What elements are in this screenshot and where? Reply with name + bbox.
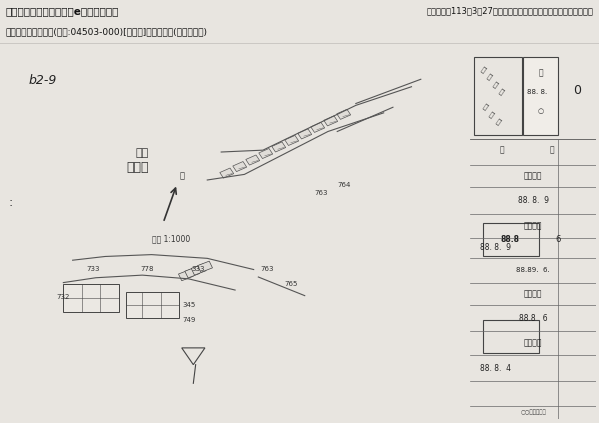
Polygon shape <box>272 142 286 152</box>
Text: 北: 北 <box>485 73 493 81</box>
Text: 金: 金 <box>488 110 495 118</box>
Polygon shape <box>337 109 350 119</box>
Text: 763: 763 <box>261 266 274 272</box>
Text: 計算人員: 計算人員 <box>524 289 542 298</box>
Text: 蘆: 蘆 <box>498 88 506 96</box>
Text: 88. 8.: 88. 8. <box>527 89 547 95</box>
Text: 市: 市 <box>492 80 499 88</box>
Text: 調: 調 <box>500 146 504 155</box>
Text: 複算人員: 複算人員 <box>524 221 542 230</box>
Text: 6: 6 <box>556 235 561 244</box>
Text: 778: 778 <box>140 266 154 272</box>
Text: 88.89.  6.: 88.89. 6. <box>516 267 550 273</box>
FancyBboxPatch shape <box>523 57 558 135</box>
Polygon shape <box>179 269 193 281</box>
Polygon shape <box>233 162 247 172</box>
Polygon shape <box>285 135 299 146</box>
Polygon shape <box>198 261 213 272</box>
Text: 0: 0 <box>573 84 581 97</box>
Text: 88. 8.  9: 88. 8. 9 <box>518 196 549 205</box>
Text: 764: 764 <box>337 182 351 189</box>
Polygon shape <box>324 116 338 126</box>
Text: 北: 北 <box>180 171 184 180</box>
Polygon shape <box>246 155 260 165</box>
Polygon shape <box>185 267 199 278</box>
Text: ○○地政事務所: ○○地政事務所 <box>521 409 546 415</box>
Text: 查詢日期：113年3月27日（如需登記謄本，請向地政事務所申請。）: 查詢日期：113年3月27日（如需登記謄本，請向地政事務所申請。） <box>426 7 593 16</box>
Text: 新北市蘆洲區民生段(建號:04503-000)[第二類]建物平面圖(已縮小列印): 新北市蘆洲區民生段(建號:04503-000)[第二類]建物平面圖(已縮小列印) <box>6 27 208 36</box>
Text: 763: 763 <box>314 190 328 196</box>
Text: 段: 段 <box>550 146 554 155</box>
Text: 88. 8.  4: 88. 8. 4 <box>480 364 511 373</box>
Text: 新: 新 <box>479 66 486 74</box>
Text: 88.8: 88.8 <box>501 235 520 244</box>
Polygon shape <box>311 122 325 132</box>
Polygon shape <box>220 168 234 178</box>
Text: 泰: 泰 <box>494 118 501 126</box>
Text: 蘆洲: 蘆洲 <box>135 148 149 158</box>
Text: 749: 749 <box>182 317 195 323</box>
Polygon shape <box>126 292 180 318</box>
Polygon shape <box>191 264 206 275</box>
Polygon shape <box>259 148 273 159</box>
FancyBboxPatch shape <box>474 57 522 135</box>
Polygon shape <box>63 284 119 313</box>
Text: 333: 333 <box>191 266 205 272</box>
Text: 光特版地政資訊網路服務e點通服務系統: 光特版地政資訊網路服務e點通服務系統 <box>6 7 119 16</box>
Text: 洲: 洲 <box>482 103 489 111</box>
Text: :: : <box>8 196 13 209</box>
Text: 732: 732 <box>57 294 70 300</box>
Text: 88.8   6: 88.8 6 <box>519 313 547 322</box>
Text: 比例 1:1000: 比例 1:1000 <box>152 234 190 243</box>
Text: 檢查人員: 檢查人員 <box>524 172 542 181</box>
Text: 複文人員: 複文人員 <box>524 338 542 348</box>
Polygon shape <box>298 129 311 139</box>
Text: 733: 733 <box>87 266 100 272</box>
Text: 345: 345 <box>182 302 195 308</box>
Text: 民生段: 民生段 <box>126 161 149 174</box>
Text: b2-9: b2-9 <box>29 74 57 87</box>
Text: 88. 8.  9: 88. 8. 9 <box>480 243 511 253</box>
Text: 765: 765 <box>284 281 298 287</box>
Text: ○: ○ <box>537 108 544 114</box>
Text: 北: 北 <box>539 69 543 77</box>
